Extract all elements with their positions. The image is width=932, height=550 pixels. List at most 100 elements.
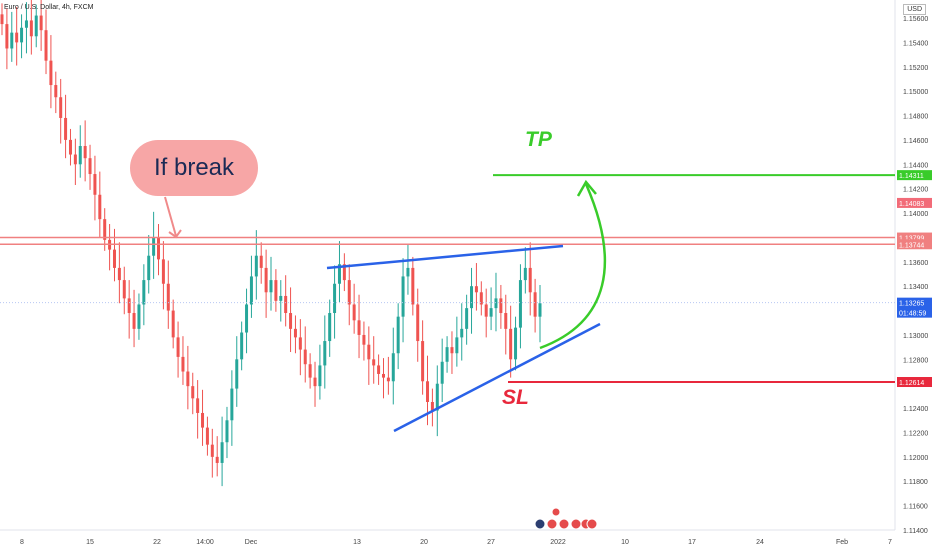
candle-body	[137, 304, 141, 329]
candle-body	[259, 255, 263, 268]
candle-body	[127, 298, 131, 314]
candle-body	[201, 412, 205, 428]
currency-button[interactable]: USD	[903, 4, 926, 15]
candle-body	[499, 298, 503, 314]
candle-body	[196, 398, 200, 413]
candle-body	[210, 444, 214, 457]
event-icon	[551, 507, 561, 517]
x-tick-label: 2022	[550, 539, 566, 546]
candle-body	[44, 30, 48, 61]
candle-body	[215, 456, 219, 463]
candle-body	[396, 316, 400, 354]
candle-body	[279, 295, 283, 301]
event-icon	[586, 518, 598, 530]
if-break-callout: If break	[130, 140, 258, 196]
candle-body	[166, 283, 170, 311]
candle-body	[465, 308, 469, 329]
candle-body	[24, 20, 28, 28]
event-icon	[534, 518, 546, 530]
candle-body	[381, 373, 385, 378]
candle-body	[523, 267, 527, 281]
lower-trendline	[393, 322, 601, 433]
y-tick-label: 1.11600	[903, 504, 928, 511]
candle-body	[181, 356, 185, 372]
y-tick-label: 1.14400	[903, 162, 928, 169]
price-tag-current	[897, 297, 932, 318]
candle-body	[161, 259, 165, 284]
candle-body	[29, 20, 33, 37]
candle-body	[450, 347, 454, 354]
callout-arrow-head	[168, 229, 182, 239]
y-tick-label: 1.12800	[903, 357, 928, 364]
candle-body	[323, 341, 327, 366]
candle-body	[479, 292, 483, 305]
candle-body	[293, 328, 297, 338]
candle-body	[220, 442, 224, 463]
candle-body	[401, 276, 405, 317]
candle-body	[142, 280, 146, 305]
candle-body	[254, 255, 258, 277]
candle-body	[147, 255, 151, 281]
y-tick-label: 1.15600	[903, 16, 928, 23]
candle-body	[20, 27, 24, 43]
y-tick-label: 1.15400	[903, 40, 928, 47]
candle-body	[333, 283, 337, 314]
candle-body	[489, 308, 493, 317]
candle-body	[34, 15, 38, 37]
x-tick-label: Dec	[245, 539, 258, 546]
candle-body	[59, 97, 63, 118]
x-tick-label: 27	[487, 539, 495, 546]
candle-body	[186, 371, 190, 387]
breakout-arrowhead	[576, 179, 597, 197]
candle-body	[406, 267, 410, 277]
candle-body	[391, 353, 395, 382]
candle-body	[352, 304, 356, 321]
candle-body	[504, 313, 508, 329]
price-axis	[895, 0, 932, 550]
event-icon	[558, 518, 570, 530]
candle-body	[298, 337, 302, 350]
candle-body	[68, 139, 72, 155]
candle-body	[235, 359, 239, 389]
candle-body	[518, 280, 522, 328]
x-tick-label: Feb	[836, 539, 848, 546]
callout-arrow-shaft	[164, 196, 177, 237]
candle-body	[10, 32, 14, 49]
candle-body	[337, 264, 341, 284]
breakout-arrow	[539, 183, 606, 350]
y-tick-label: 1.11400	[903, 528, 928, 535]
candle-body	[426, 381, 430, 402]
candle-body	[0, 14, 4, 25]
x-tick-label: 24	[756, 539, 764, 546]
y-tick-label: 1.12400	[903, 406, 928, 413]
candle-body	[386, 377, 390, 382]
price-tag-label: 1.13265	[899, 301, 924, 308]
candle-body	[533, 292, 537, 317]
x-tick-label: 22	[153, 539, 161, 546]
candle-body	[289, 313, 293, 329]
candle-body	[98, 194, 102, 220]
candle-body	[509, 328, 513, 360]
candle-body	[225, 420, 229, 443]
candle-body	[54, 85, 58, 98]
symbol-legend: Euro / U.S. Dollar, 4h, FXCM	[4, 4, 94, 11]
price-tag-resistance	[897, 232, 932, 243]
price-tag-tp	[897, 170, 932, 181]
price-tag-label: 1.13799	[899, 236, 924, 243]
x-tick-label: 17	[688, 539, 696, 546]
candle-body	[445, 347, 449, 362]
candle-body	[528, 267, 532, 293]
candle-body	[64, 117, 68, 140]
candle-body	[171, 310, 175, 338]
candle-body	[230, 388, 234, 421]
y-tick-label: 1.14600	[903, 138, 928, 145]
tp-label: TP	[525, 128, 552, 151]
candle-body	[191, 386, 195, 399]
candle-body	[416, 304, 420, 342]
y-tick-label: 1.14200	[903, 187, 928, 194]
countdown-label: 01:48:59	[899, 311, 926, 318]
candle-body	[39, 15, 43, 31]
candle-body	[132, 313, 136, 329]
candle-body	[274, 280, 278, 301]
